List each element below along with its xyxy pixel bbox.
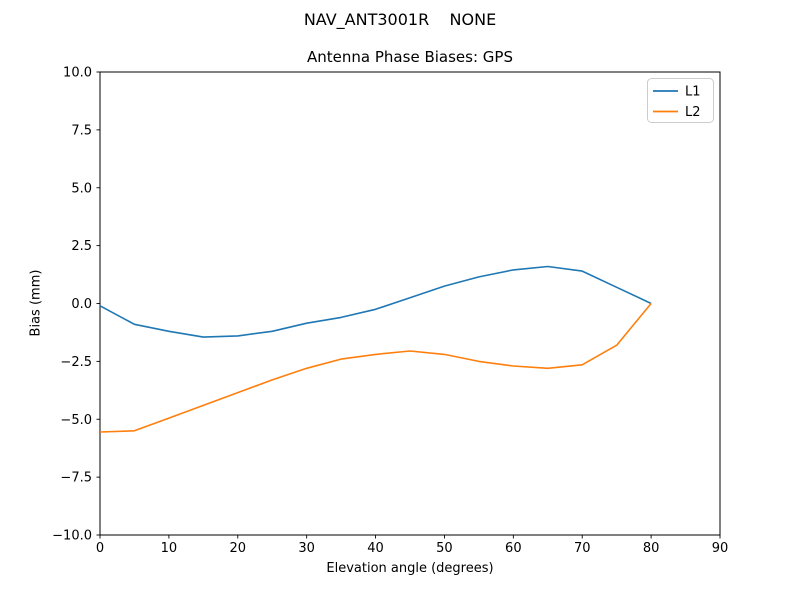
x-tick-label: 60 bbox=[505, 541, 522, 556]
x-tick-label: 0 bbox=[96, 541, 104, 556]
y-tick-label: −2.5 bbox=[60, 355, 92, 370]
x-tick-label: 30 bbox=[298, 541, 315, 556]
y-tick-label: 10.0 bbox=[63, 66, 92, 81]
series-line-L2 bbox=[99, 302, 652, 433]
y-tick-label: −7.5 bbox=[60, 471, 92, 486]
legend-box bbox=[647, 78, 714, 123]
y-axis-label: Bias (mm) bbox=[28, 269, 44, 337]
y-tick-label: −5.0 bbox=[60, 413, 92, 428]
plot-frame bbox=[99, 71, 721, 536]
x-tick-label: 90 bbox=[712, 541, 729, 556]
x-tick-label: 10 bbox=[161, 541, 178, 556]
y-tick-label: 0.0 bbox=[71, 297, 92, 312]
y-tick-label: 2.5 bbox=[71, 239, 92, 254]
y-tick-label: −10.0 bbox=[52, 529, 92, 544]
legend-label-L1: L1 bbox=[685, 85, 701, 100]
x-tick-label: 70 bbox=[574, 541, 591, 556]
figure-suptitle: NAV_ANT3001R NONE bbox=[303, 10, 497, 29]
chart-title: Antenna Phase Biases: GPS bbox=[307, 48, 513, 66]
series-line-L1 bbox=[99, 265, 652, 338]
x-tick-label: 80 bbox=[643, 541, 660, 556]
x-axis-label: Elevation angle (degrees) bbox=[326, 561, 494, 576]
y-tick-label: 5.0 bbox=[71, 181, 92, 196]
y-tick-label: 7.5 bbox=[71, 123, 92, 138]
x-tick-label: 50 bbox=[436, 541, 453, 556]
legend-label-L2: L2 bbox=[685, 105, 701, 120]
x-tick-label: 40 bbox=[367, 541, 384, 556]
x-tick-label: 20 bbox=[230, 541, 247, 556]
